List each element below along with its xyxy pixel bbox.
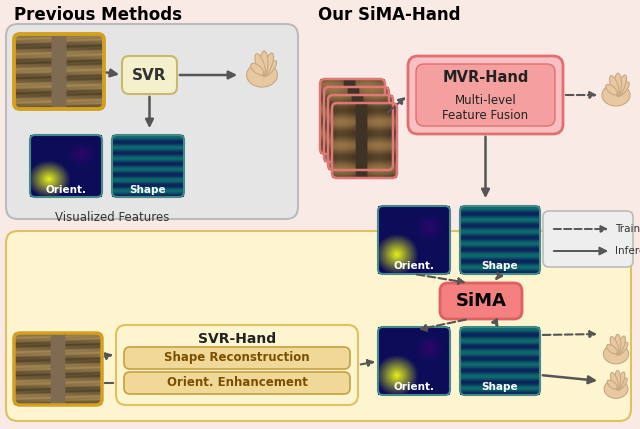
Ellipse shape: [607, 344, 617, 354]
Ellipse shape: [246, 63, 277, 87]
Ellipse shape: [610, 337, 619, 353]
Text: Shape: Shape: [482, 382, 518, 392]
Ellipse shape: [616, 336, 625, 355]
Text: SVR: SVR: [132, 67, 167, 82]
Ellipse shape: [609, 76, 619, 95]
Ellipse shape: [616, 372, 625, 390]
Text: Multi-level
Feature Fusion: Multi-level Feature Fusion: [442, 94, 529, 122]
Text: Shape: Shape: [130, 185, 166, 195]
Ellipse shape: [611, 372, 618, 389]
Ellipse shape: [614, 73, 621, 95]
FancyBboxPatch shape: [6, 231, 631, 421]
Text: Previous Methods: Previous Methods: [14, 6, 182, 24]
Text: Orient.: Orient.: [45, 185, 86, 195]
Text: Visualized Features: Visualized Features: [55, 211, 169, 224]
FancyBboxPatch shape: [124, 372, 350, 394]
Text: Orient. Enhancement: Orient. Enhancement: [166, 377, 307, 390]
Ellipse shape: [251, 63, 264, 75]
FancyBboxPatch shape: [408, 56, 563, 134]
Ellipse shape: [616, 378, 627, 390]
Ellipse shape: [262, 53, 273, 76]
Text: Our SiMA-Hand: Our SiMA-Hand: [318, 6, 461, 24]
FancyBboxPatch shape: [124, 347, 350, 369]
Ellipse shape: [260, 51, 268, 75]
Text: Orient.: Orient.: [394, 261, 435, 271]
Text: MVR-Hand: MVR-Hand: [442, 70, 529, 85]
Ellipse shape: [604, 380, 628, 399]
FancyBboxPatch shape: [122, 56, 177, 94]
Text: Orient.: Orient.: [394, 382, 435, 392]
FancyBboxPatch shape: [440, 283, 522, 319]
Text: Training: Training: [615, 224, 640, 234]
Ellipse shape: [607, 380, 617, 389]
Ellipse shape: [614, 371, 621, 389]
Ellipse shape: [262, 60, 276, 77]
FancyBboxPatch shape: [416, 64, 555, 126]
Ellipse shape: [255, 54, 266, 75]
Ellipse shape: [602, 84, 630, 106]
FancyBboxPatch shape: [543, 211, 633, 267]
Text: SVR-Hand: SVR-Hand: [198, 332, 276, 346]
Ellipse shape: [605, 85, 618, 95]
FancyBboxPatch shape: [6, 24, 298, 219]
Text: Shape: Shape: [482, 261, 518, 271]
Ellipse shape: [616, 75, 627, 96]
Text: SiMA: SiMA: [456, 292, 506, 310]
FancyBboxPatch shape: [116, 325, 358, 405]
Text: Shape Reconstruction: Shape Reconstruction: [164, 351, 310, 365]
Ellipse shape: [616, 342, 628, 355]
Ellipse shape: [614, 334, 621, 354]
Ellipse shape: [616, 82, 629, 97]
Text: Inference: Inference: [615, 246, 640, 256]
Ellipse shape: [604, 344, 628, 364]
